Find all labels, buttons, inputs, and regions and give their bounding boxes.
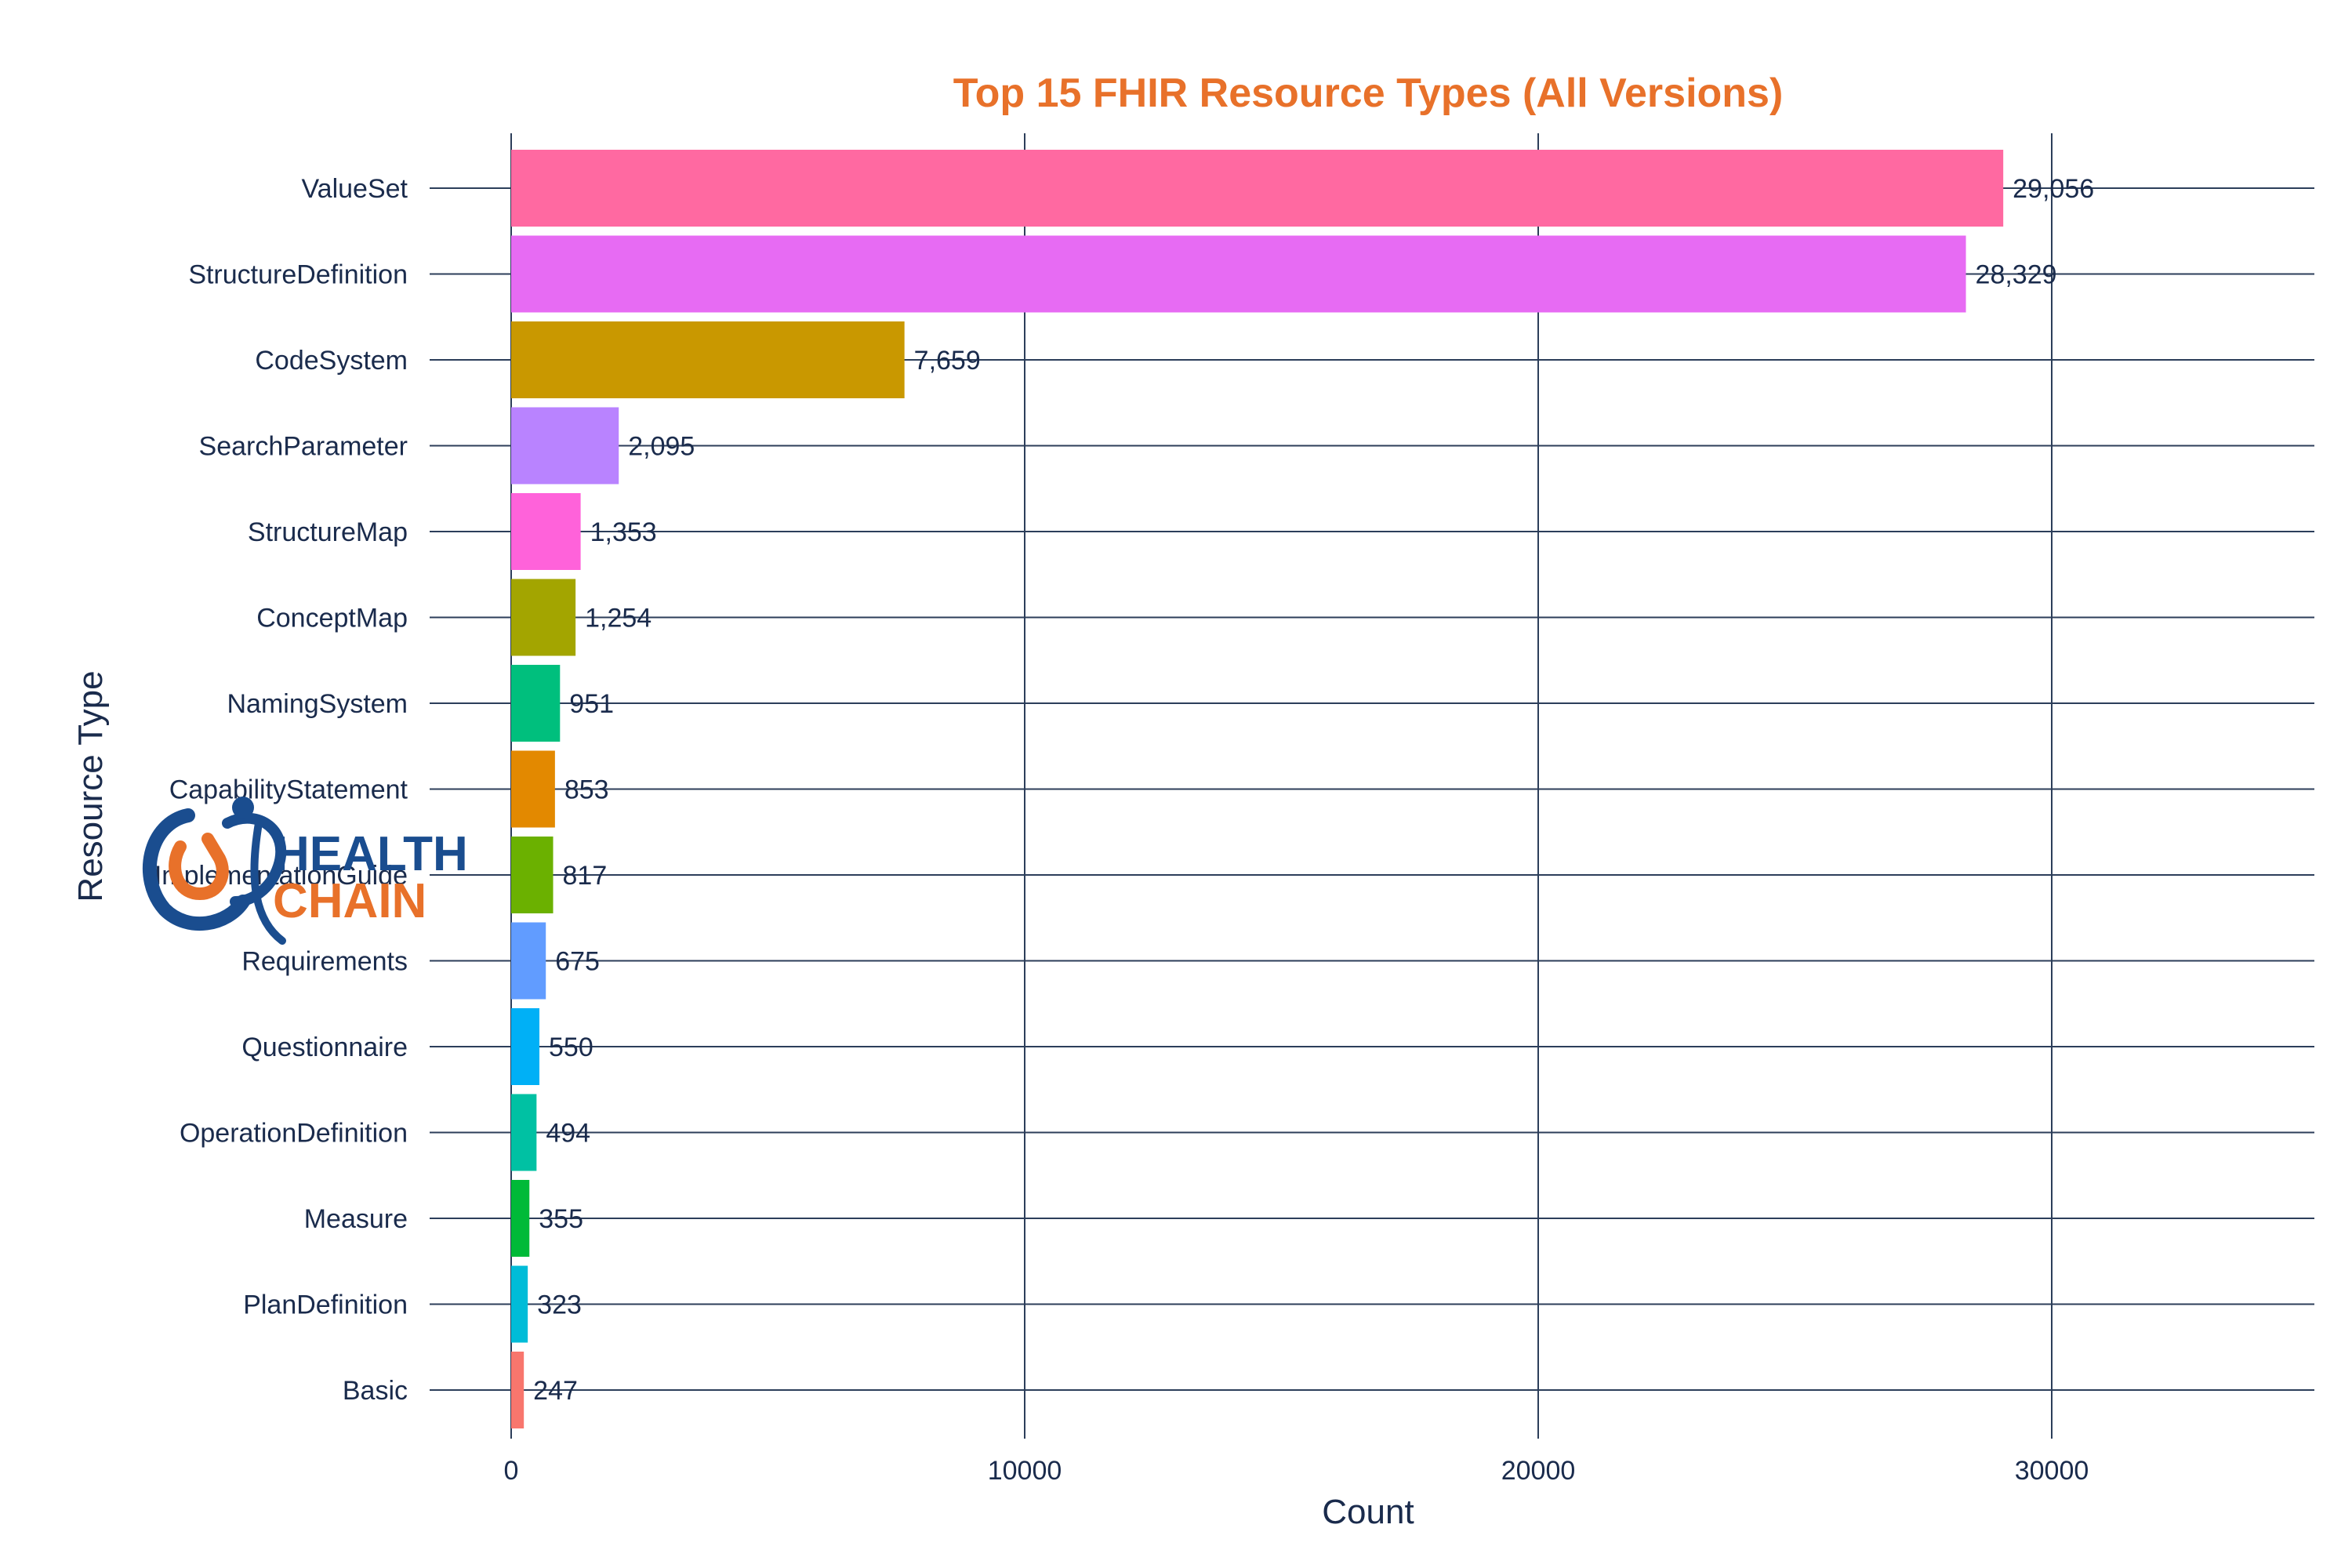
x-axis-title: Count — [1322, 1493, 1414, 1531]
bar-Questionnaire — [511, 1008, 540, 1085]
bar-ConceptMap — [511, 579, 576, 656]
data-label: 355 — [539, 1204, 583, 1234]
data-label: 853 — [564, 775, 609, 805]
x-tick-label: 30000 — [2015, 1456, 2089, 1486]
y-tick-label: CodeSystem — [255, 346, 408, 376]
data-label: 494 — [546, 1119, 590, 1149]
bar-CodeSystem — [511, 321, 905, 398]
logo-text-chain: CHAIN — [273, 874, 426, 928]
data-label: 2,095 — [628, 432, 695, 462]
bar-OperationDefinition — [511, 1094, 537, 1171]
x-tick-label: 20000 — [1501, 1456, 1576, 1486]
y-tick-label: Basic — [343, 1376, 408, 1406]
y-tick-label: ValueSet — [302, 174, 408, 204]
bar-StructureDefinition — [511, 235, 1966, 313]
x-tick-label: 10000 — [988, 1456, 1062, 1486]
y-tick-label: StructureDefinition — [188, 260, 408, 290]
bar-ImplementationGuide — [511, 837, 554, 913]
y-tick-label: SearchParameter — [199, 432, 408, 462]
bar-Requirements — [511, 922, 546, 1000]
data-label: 817 — [563, 861, 608, 891]
bar-Basic — [511, 1352, 524, 1428]
data-label: 1,254 — [585, 604, 652, 633]
bars-layer — [511, 150, 2004, 1428]
bar-StructureMap — [511, 493, 581, 570]
y-tick-label: CapabilityStatement — [169, 775, 408, 805]
bar-NamingSystem — [511, 665, 561, 742]
chart-title: Top 15 FHIR Resource Types (All Versions… — [953, 71, 1784, 116]
y-tick-label: Requirements — [241, 947, 408, 977]
y-tick-label: PlanDefinition — [243, 1290, 408, 1320]
bar-PlanDefinition — [511, 1265, 528, 1343]
logo-text-health: HEALTH — [274, 827, 468, 881]
data-label: 323 — [537, 1290, 582, 1320]
chain-link-icon — [142, 797, 287, 945]
x-tick-label: 0 — [504, 1456, 519, 1486]
bar-ValueSet — [511, 150, 2004, 227]
data-label: 247 — [533, 1376, 578, 1406]
y-tick-label: Measure — [304, 1204, 408, 1234]
y-tick-label: ConceptMap — [256, 604, 408, 633]
y-axis-title: Resource Type — [71, 670, 110, 902]
data-label: 951 — [569, 689, 614, 719]
data-label: 675 — [555, 947, 600, 977]
bar-CapabilityStatement — [511, 750, 555, 828]
y-tick-label: StructureMap — [248, 517, 408, 547]
data-label: 29,056 — [2013, 174, 2094, 204]
data-label: 550 — [549, 1033, 593, 1062]
data-label: 1,353 — [590, 517, 657, 547]
bar-Measure — [511, 1180, 530, 1257]
y-tick-label: Questionnaire — [241, 1033, 408, 1062]
data-label: 7,659 — [914, 346, 981, 376]
bar-SearchParameter — [511, 407, 619, 485]
labels-layer: 0 10000 20000 30000 29,056 ValueSet 28,329 Stru… — [154, 174, 2094, 1486]
data-label: 28,329 — [1976, 260, 2057, 290]
y-tick-label: OperationDefinition — [180, 1119, 408, 1149]
y-tick-label: NamingSystem — [227, 689, 408, 719]
health-chain-logo: HEALTH CHAIN — [142, 797, 468, 945]
